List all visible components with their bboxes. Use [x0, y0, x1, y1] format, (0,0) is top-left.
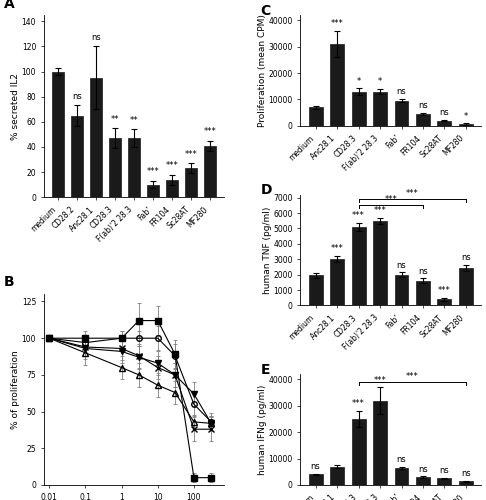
Bar: [373, 220, 387, 306]
Bar: [459, 124, 473, 126]
Text: A: A: [4, 0, 15, 11]
Text: ns: ns: [461, 253, 471, 262]
Text: *: *: [464, 112, 468, 120]
Bar: [373, 92, 387, 126]
Text: ***: ***: [330, 19, 344, 28]
Bar: [416, 281, 430, 305]
Bar: [128, 138, 140, 197]
Text: ***: ***: [185, 150, 197, 158]
Text: E: E: [260, 363, 270, 377]
Text: ns: ns: [397, 455, 406, 464]
Text: D: D: [260, 184, 272, 198]
Bar: [395, 101, 409, 126]
Bar: [52, 72, 64, 197]
Text: *: *: [356, 76, 361, 86]
Text: ***: ***: [374, 376, 386, 384]
Bar: [330, 44, 344, 126]
Bar: [416, 114, 430, 126]
Text: ***: ***: [438, 286, 451, 295]
Bar: [166, 180, 178, 197]
Text: ns: ns: [461, 468, 471, 477]
Bar: [437, 120, 451, 126]
Text: ***: ***: [147, 168, 159, 176]
Text: ns: ns: [397, 260, 406, 270]
Bar: [109, 138, 122, 197]
Text: ns: ns: [72, 92, 82, 101]
Y-axis label: Proliferation (mean CPM): Proliferation (mean CPM): [258, 14, 267, 127]
Bar: [416, 477, 430, 485]
Bar: [309, 276, 323, 306]
Y-axis label: % of proliferation: % of proliferation: [11, 350, 20, 429]
Bar: [147, 184, 159, 197]
Y-axis label: % secreted IL2: % secreted IL2: [11, 72, 20, 140]
Text: C: C: [260, 4, 271, 18]
Text: ns: ns: [440, 108, 450, 117]
Bar: [459, 481, 473, 485]
Text: B: B: [4, 275, 15, 289]
Bar: [204, 146, 216, 197]
Text: **: **: [111, 114, 120, 124]
Text: ***: ***: [406, 372, 418, 381]
Y-axis label: human IFNg (pg/ml): human IFNg (pg/ml): [258, 384, 267, 475]
Bar: [437, 300, 451, 306]
Text: ns: ns: [418, 266, 428, 276]
Text: ***: ***: [352, 212, 365, 220]
Bar: [309, 474, 323, 485]
Bar: [351, 92, 365, 126]
Bar: [395, 468, 409, 485]
Text: ***: ***: [204, 127, 216, 136]
Bar: [90, 78, 102, 197]
Bar: [330, 466, 344, 485]
Bar: [309, 108, 323, 126]
Text: ns: ns: [311, 462, 320, 471]
Text: **: **: [130, 116, 139, 125]
Bar: [395, 274, 409, 306]
Bar: [330, 259, 344, 306]
Text: ns: ns: [418, 464, 428, 473]
Bar: [351, 419, 365, 485]
Text: ns: ns: [418, 101, 428, 110]
Bar: [459, 268, 473, 306]
Text: ***: ***: [384, 196, 397, 204]
Bar: [437, 478, 451, 485]
Text: ns: ns: [91, 33, 101, 42]
Text: ***: ***: [374, 206, 386, 215]
Text: ns: ns: [397, 88, 406, 96]
Bar: [351, 227, 365, 306]
Text: ***: ***: [406, 190, 418, 198]
Text: ***: ***: [330, 244, 344, 254]
Text: *: *: [378, 77, 382, 86]
Text: ***: ***: [166, 161, 178, 170]
Text: ns: ns: [440, 466, 450, 475]
Y-axis label: human TNF (pg/ml): human TNF (pg/ml): [263, 206, 272, 294]
Bar: [71, 116, 83, 197]
Text: ***: ***: [352, 400, 365, 408]
Bar: [185, 168, 197, 197]
Bar: [373, 400, 387, 485]
